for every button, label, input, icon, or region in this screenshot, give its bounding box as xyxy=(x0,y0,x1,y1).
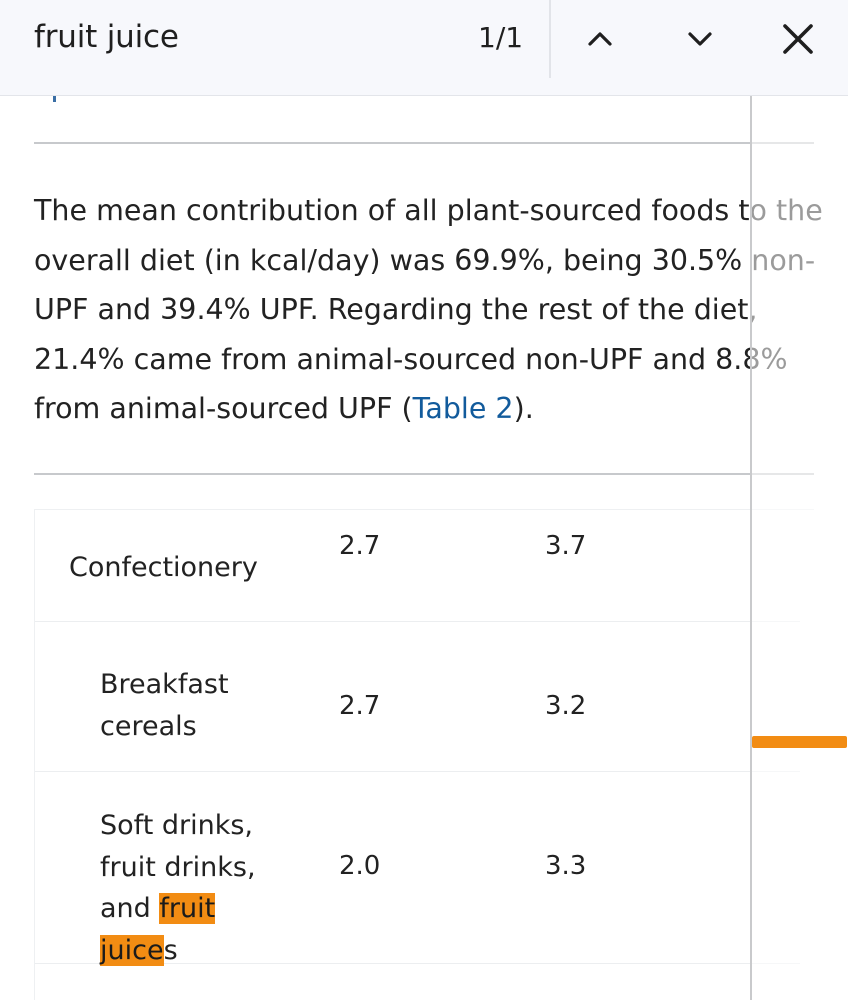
find-in-page-bar: fruit juice 1/1 xyxy=(0,0,848,96)
row-value-b: 3.2 xyxy=(545,691,587,721)
row-label-prefix: Soft drinks, fruit drinks, and xyxy=(100,810,256,924)
close-find-button[interactable] xyxy=(773,14,823,64)
results-paragraph: The mean contribution of all plant-sourc… xyxy=(34,186,824,434)
close-icon xyxy=(783,24,813,54)
table-row xyxy=(35,964,800,1000)
paragraph-text-end: ). xyxy=(513,392,534,425)
row-label-suffix: s xyxy=(163,934,178,966)
article-content: The mean contribution of all plant-sourc… xyxy=(0,96,848,1000)
chevron-up-icon xyxy=(588,32,612,46)
row-value-a: 2.7 xyxy=(339,691,381,721)
row-value-a: 2.7 xyxy=(339,531,381,561)
table-row: Soft drinks, fruit drinks, and fruit jui… xyxy=(35,772,800,966)
row-value-a: 2.0 xyxy=(339,851,381,881)
table-row: Confectionery 2.7 3.7 xyxy=(35,510,800,622)
find-match-count: 1/1 xyxy=(478,21,524,54)
find-bar-divider xyxy=(549,0,551,78)
next-match-button[interactable] xyxy=(675,14,725,64)
food-contribution-table: Confectionery 2.7 3.7 Breakfast cereals … xyxy=(34,509,814,1000)
row-label: Breakfast cereals xyxy=(100,669,229,742)
row-value-b: 3.7 xyxy=(545,531,587,561)
section-divider xyxy=(34,473,814,475)
paragraph-text: The mean contribution of all plant-sourc… xyxy=(34,194,823,425)
table-row: Breakfast cereals 2.7 3.2 xyxy=(35,622,800,772)
scrollbar-edge-line xyxy=(750,96,752,1000)
row-value-b: 3.3 xyxy=(545,851,587,881)
find-query-input[interactable]: fruit juice xyxy=(34,19,179,55)
chevron-down-icon xyxy=(688,32,712,46)
partial-link-fragment xyxy=(53,96,56,102)
table-2-link[interactable]: Table 2 xyxy=(412,392,514,425)
row-label: Confectionery xyxy=(69,552,258,583)
previous-match-button[interactable] xyxy=(575,14,625,64)
match-position-marker[interactable] xyxy=(752,736,847,748)
section-divider xyxy=(34,142,814,144)
row-label: Soft drinks, fruit drinks, and fruit jui… xyxy=(69,805,279,971)
